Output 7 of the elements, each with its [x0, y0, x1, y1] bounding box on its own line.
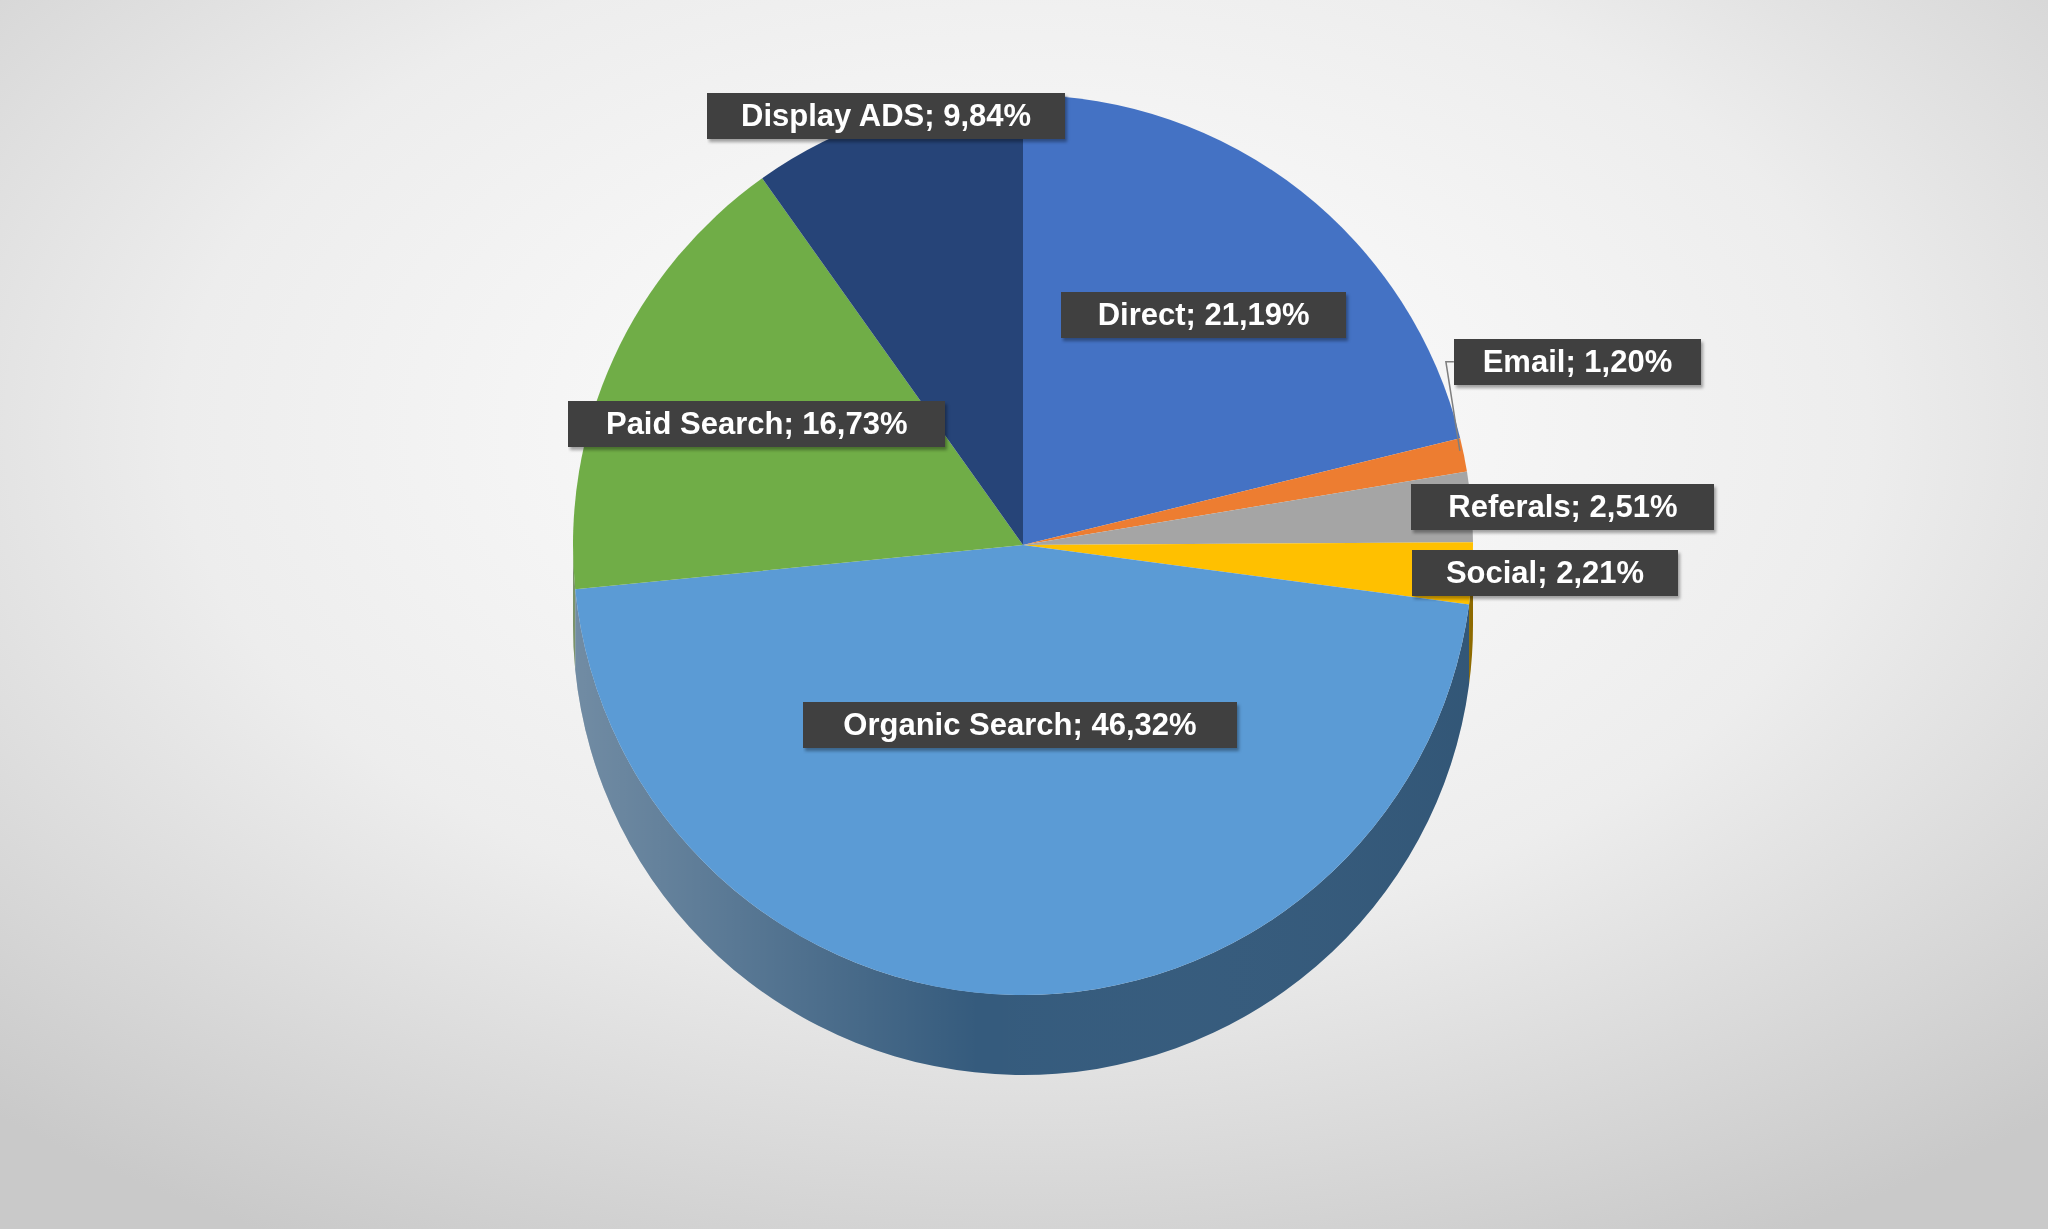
slice-label: Organic Search; 46,32%	[803, 701, 1237, 748]
slice-label: Email; 1,20%	[1453, 338, 1702, 385]
slice-label: Referals; 2,51%	[1411, 483, 1715, 530]
slice-label: Direct; 21,19%	[1061, 291, 1346, 338]
slice-label: Display ADS; 9,84%	[706, 93, 1066, 140]
slice-label: Social; 2,21%	[1412, 550, 1678, 597]
slice-label: Paid Search; 16,73%	[568, 400, 946, 447]
